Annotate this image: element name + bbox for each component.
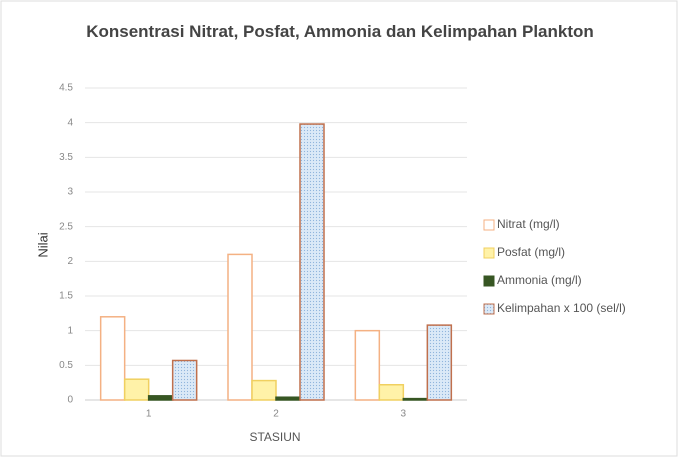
y-tick-label: 3.5 — [59, 152, 73, 163]
y-tick-label: 4.5 — [59, 83, 73, 94]
bar — [378, 383, 405, 401]
bar — [227, 253, 253, 401]
y-tick-label: 1.5 — [59, 291, 73, 302]
bar — [251, 379, 277, 401]
bar — [299, 123, 325, 401]
chart-title: Konsentrasi Nitrat, Posfat, Ammonia dan … — [86, 22, 594, 41]
bar — [123, 378, 150, 401]
bar — [402, 397, 429, 401]
legend-label: Posfat (mg/l) — [497, 245, 565, 259]
legend-swatch — [483, 247, 495, 259]
bar — [99, 316, 126, 401]
x-tick-label: 3 — [401, 409, 407, 420]
bar — [147, 395, 174, 401]
legend-label: Ammonia (mg/l) — [497, 273, 582, 287]
x-tick-label: 2 — [273, 409, 279, 420]
bar — [275, 396, 301, 401]
x-axis-label: STASIUN — [249, 430, 300, 444]
bar — [354, 329, 381, 401]
y-tick-label: 4 — [67, 117, 73, 128]
legend-label: Kelimpahan x 100 (sel/l) — [497, 301, 626, 315]
legend-swatch — [483, 303, 495, 315]
y-tick-label: 2 — [67, 256, 73, 267]
y-axis-label: Nilai — [35, 232, 50, 257]
y-tick-label: 0.5 — [59, 360, 73, 371]
y-tick-label: 1 — [67, 325, 73, 336]
x-tick-label: 1 — [146, 409, 152, 420]
bar — [171, 359, 198, 401]
legend-swatch — [483, 275, 495, 287]
y-tick-label: 2.5 — [59, 221, 73, 232]
y-tick-label: 0 — [67, 395, 73, 406]
bar — [426, 324, 453, 401]
legend-label: Nitrat (mg/l) — [497, 217, 560, 231]
legend-swatch — [483, 219, 495, 231]
y-tick-label: 3 — [67, 187, 73, 198]
